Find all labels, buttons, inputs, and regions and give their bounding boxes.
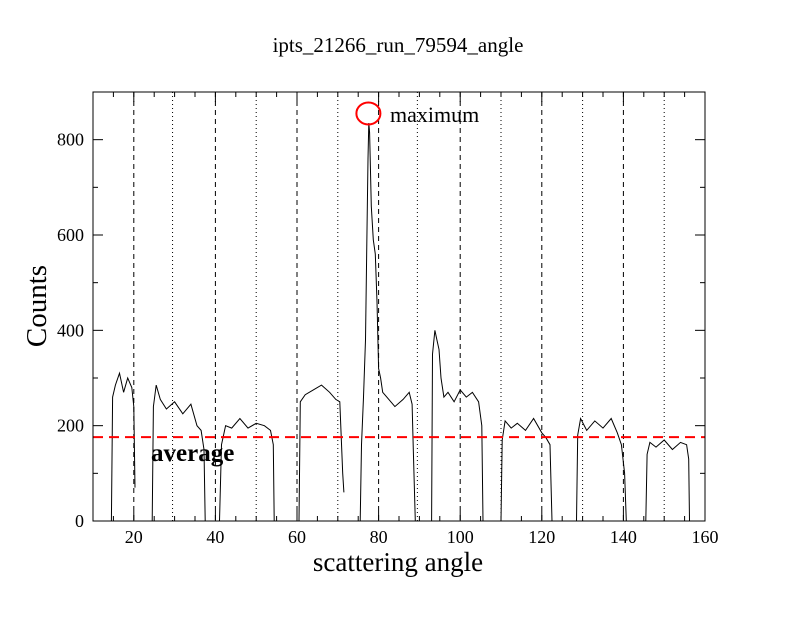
maximum-marker bbox=[355, 101, 382, 126]
data-segment-2 bbox=[219, 417, 275, 522]
y-tick-label: 800 bbox=[57, 130, 84, 150]
x-tick-label: 120 bbox=[528, 527, 555, 547]
y-tick-label: 200 bbox=[57, 416, 84, 436]
data-series bbox=[110, 122, 690, 522]
data-segment-4 bbox=[359, 122, 416, 522]
x-tick-label: 140 bbox=[610, 527, 637, 547]
x-tick-label: 80 bbox=[370, 527, 388, 547]
data-segment-5 bbox=[431, 330, 484, 522]
chart-title: ipts_21266_run_79594_angle bbox=[273, 33, 524, 57]
maximum-label: maximum bbox=[390, 102, 479, 127]
x-tick-label: 100 bbox=[447, 527, 474, 547]
average-overlay bbox=[93, 101, 705, 439]
data-segment-0 bbox=[110, 371, 136, 522]
data-segment-6 bbox=[500, 417, 553, 522]
data-segment-1 bbox=[151, 384, 206, 522]
y-axis-label: Counts bbox=[21, 265, 53, 347]
x-tick-label: 20 bbox=[125, 527, 143, 547]
x-tick-label: 160 bbox=[692, 527, 719, 547]
x-tick-label: 40 bbox=[206, 527, 224, 547]
data-segment-7 bbox=[576, 416, 627, 522]
x-tick-label: 60 bbox=[288, 527, 306, 547]
data-segment-8 bbox=[645, 439, 690, 522]
axis-ticks: 20 40 60 80 100 120 140 160 0 200 400 600 800 bbox=[57, 91, 719, 547]
x-axis-label: scattering angle bbox=[313, 547, 483, 577]
average-label: average bbox=[151, 440, 234, 467]
y-tick-label: 600 bbox=[57, 225, 84, 245]
y-tick-label: 400 bbox=[57, 320, 84, 340]
y-tick-label: 0 bbox=[75, 511, 84, 531]
